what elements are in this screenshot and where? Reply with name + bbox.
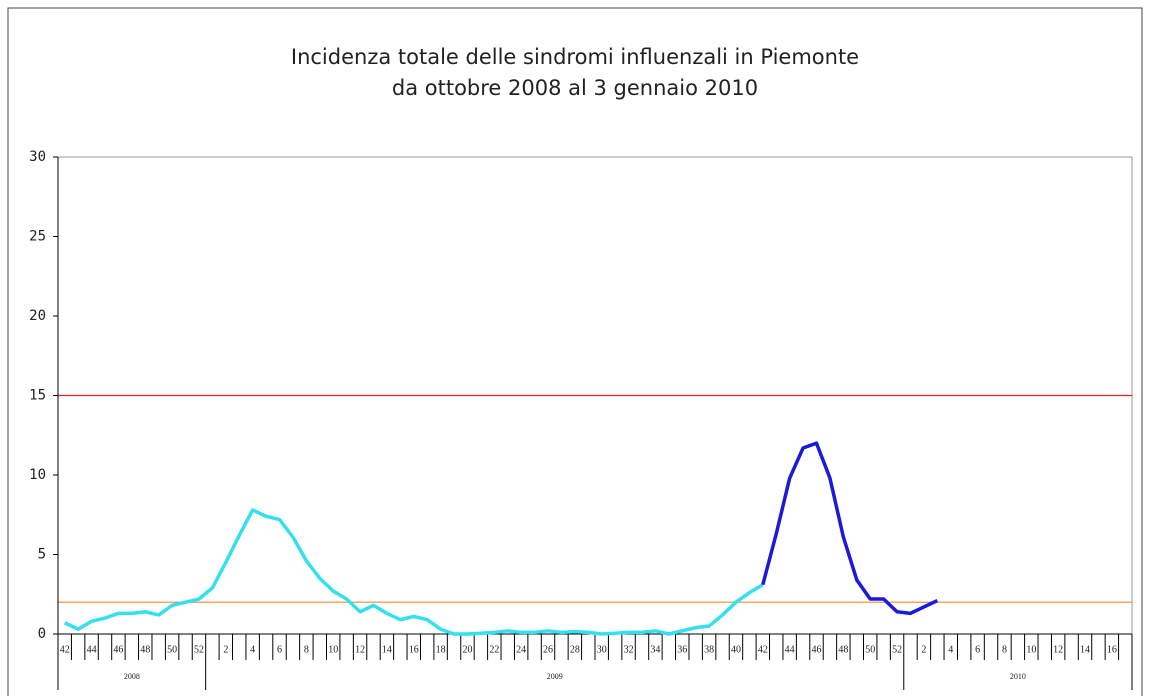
chart-title: Incidenza totale delle sindromi influenz… — [291, 45, 859, 69]
x-tick-label: 16 — [1107, 644, 1117, 655]
x-tick-label: 42 — [758, 644, 768, 655]
y-tick-label: 30 — [29, 149, 46, 165]
x-tick-label: 40 — [731, 644, 741, 655]
y-tick-label: 15 — [29, 388, 46, 404]
x-tick-label: 36 — [677, 644, 687, 655]
x-tick-label: 26 — [543, 644, 553, 655]
x-tick-label: 12 — [1053, 644, 1063, 655]
x-tick-label: 52 — [892, 644, 902, 655]
x-tick-label: 50 — [167, 644, 177, 655]
x-tick-label: 32 — [624, 644, 634, 655]
x-tick-label: 18 — [436, 644, 446, 655]
x-tick-label: 14 — [382, 644, 392, 655]
x-tick-label: 4 — [948, 644, 953, 655]
series-line — [761, 441, 939, 616]
x-tick-label: 22 — [489, 644, 499, 655]
x-tick-label: 30 — [597, 644, 607, 655]
year-label: 2008 — [124, 672, 140, 681]
x-tick-label: 48 — [838, 644, 848, 655]
frame — [7, 7, 1143, 696]
x-tick-label: 38 — [704, 644, 714, 655]
x-tick-label: 10 — [328, 644, 338, 655]
x-tick-label: 46 — [812, 644, 822, 655]
x-tick-label: 2 — [223, 644, 228, 655]
x-tick-label: 42 — [60, 644, 70, 655]
y-tick-label: 10 — [29, 467, 46, 483]
x-tick-label: 52 — [194, 644, 204, 655]
x-tick-label: 24 — [516, 644, 526, 655]
x-tick-label: 6 — [975, 644, 980, 655]
chart-subtitle: da ottobre 2008 al 3 gennaio 2010 — [392, 76, 758, 100]
x-tick-label: 10 — [1026, 644, 1036, 655]
year-label: 2009 — [547, 672, 563, 681]
x-tick-label: 16 — [409, 644, 419, 655]
x-tick-label: 46 — [113, 644, 123, 655]
x-tick-label: 12 — [355, 644, 365, 655]
x-tick-label: 50 — [865, 644, 875, 655]
y-tick-label: 25 — [29, 229, 46, 245]
x-tick-label: 48 — [140, 644, 150, 655]
y-tick-label: 20 — [29, 308, 46, 324]
x-tick-label: 34 — [650, 644, 660, 655]
x-tick-label: 28 — [570, 644, 580, 655]
x-tick-label: 6 — [277, 644, 282, 655]
y-tick-label: 0 — [38, 626, 46, 642]
x-tick-label: 8 — [304, 644, 309, 655]
x-tick-label: 8 — [1002, 644, 1007, 655]
x-tick-label: 44 — [87, 644, 97, 655]
y-tick-label: 5 — [38, 547, 46, 563]
x-tick-label: 14 — [1080, 644, 1090, 655]
x-tick-label: 4 — [250, 644, 255, 655]
year-label: 2010 — [1010, 672, 1026, 681]
x-tick-label: 44 — [785, 644, 795, 655]
x-tick-label: 20 — [462, 644, 472, 655]
series-line — [63, 508, 764, 636]
x-tick-label: 2 — [921, 644, 926, 655]
